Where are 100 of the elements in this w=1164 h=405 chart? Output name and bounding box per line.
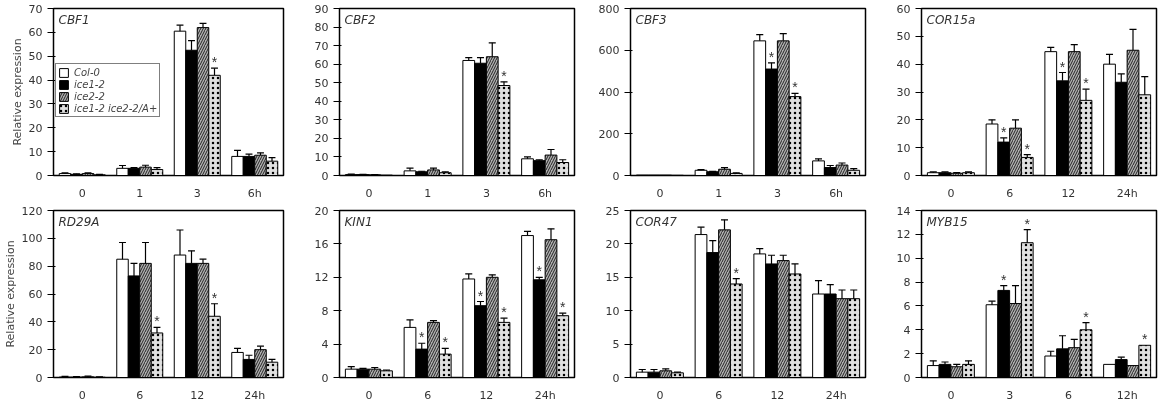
data-label: *	[1001, 123, 1008, 140]
chart-title: COR47	[635, 214, 678, 229]
y-tick-label: 0	[321, 169, 329, 183]
y-tick-label: 400	[598, 86, 620, 99]
y-tick-label: 70	[314, 39, 329, 53]
y-tick-label: 25	[605, 204, 620, 218]
x-tick-label: 1	[715, 186, 723, 200]
y-tick-label: 20	[28, 343, 43, 357]
y-tick-label: 70	[28, 2, 43, 16]
x-tick-label: 0	[78, 388, 86, 402]
y-tick-label: 20	[896, 113, 911, 127]
y-tick-label: 60	[28, 26, 43, 40]
y-tick-label: 40	[314, 95, 329, 109]
y-tick-label: 5	[612, 338, 620, 352]
x-tick-label: 6h	[247, 186, 262, 200]
y-tick-label: 4	[903, 323, 911, 337]
data-label: *	[1083, 75, 1090, 92]
data-label: *	[1059, 58, 1066, 75]
y-tick-label: 0	[903, 169, 911, 183]
y-tick-label: 90	[314, 2, 329, 16]
y-axis-title: Relative expression	[10, 38, 24, 146]
y-tick-label: 40	[28, 315, 43, 329]
y-tick-label: 20	[28, 121, 43, 135]
legend-label: ice1-2 ice2-2/A+	[74, 102, 158, 114]
data-label: *	[211, 289, 218, 306]
y-tick-label: 10	[28, 145, 43, 159]
chart-title: COR15a	[926, 12, 976, 27]
data-label: *	[442, 334, 449, 351]
x-tick-label: 0	[78, 186, 86, 200]
x-tick-label: 6h	[538, 186, 553, 200]
y-tick-label: 0	[321, 371, 329, 385]
y-tick-label: 0	[35, 169, 43, 183]
data-label: *	[1083, 308, 1090, 325]
x-tick-label: 6	[424, 388, 432, 402]
y-tick-label: 60	[896, 2, 911, 16]
y-tick-label: 40	[896, 58, 911, 72]
chart-title: CBF2	[344, 12, 376, 27]
x-tick-label: 6h	[829, 186, 844, 200]
y-tick-label: 16	[314, 237, 329, 251]
x-tick-label: 24h	[534, 388, 556, 402]
x-tick-label: 3	[193, 186, 201, 200]
y-tick-label: 30	[28, 97, 43, 111]
y-tick-label: 50	[314, 76, 329, 90]
x-tick-label: 6	[1064, 388, 1072, 402]
x-tick-label: 6	[136, 388, 144, 402]
x-tick-label: 6	[715, 388, 723, 402]
x-tick-label: 0	[947, 186, 955, 200]
y-tick-label: 50	[896, 30, 911, 44]
x-tick-label: 12	[190, 388, 205, 402]
data-label: *	[477, 287, 484, 304]
x-tick-label: 0	[365, 186, 373, 200]
data-label: *	[501, 67, 508, 84]
x-tick-label: 12	[479, 388, 494, 402]
y-tick-label: 0	[612, 371, 620, 385]
y-tick-label: 100	[21, 232, 43, 246]
x-tick-label: 24h	[825, 388, 847, 402]
y-tick-label: 4	[321, 338, 329, 352]
legend-label: ice2-2	[74, 90, 105, 102]
y-tick-label: 120	[21, 204, 43, 218]
data-label: *	[1001, 271, 1008, 288]
x-tick-label: 0	[656, 388, 664, 402]
chart-title: CBF1	[58, 12, 90, 27]
y-tick-label: 50	[28, 50, 43, 64]
x-tick-label: 24h	[1116, 186, 1138, 200]
y-tick-label: 600	[598, 44, 620, 58]
data-label: *	[536, 263, 543, 280]
x-tick-label: 3	[773, 186, 781, 200]
y-tick-label: 14	[896, 204, 911, 218]
data-label: *	[501, 304, 508, 321]
x-tick-label: 1	[424, 186, 432, 200]
x-tick-label: 0	[365, 388, 373, 402]
y-tick-label: 20	[314, 204, 329, 218]
data-label: *	[560, 299, 567, 316]
y-tick-label: 15	[605, 271, 620, 285]
y-tick-label: 20	[314, 132, 329, 146]
chart-title: RD29A	[58, 214, 100, 229]
chart-title: MYB15	[926, 214, 968, 229]
y-axis-title: Relative expression	[3, 240, 17, 348]
x-tick-label: 1	[136, 186, 144, 200]
y-tick-label: 6	[903, 299, 911, 313]
y-tick-label: 10	[896, 141, 911, 155]
x-tick-label: 0	[947, 388, 955, 402]
y-tick-label: 30	[896, 86, 911, 99]
data-label: *	[733, 264, 740, 281]
y-tick-label: 80	[314, 21, 329, 35]
y-tick-label: 12	[896, 228, 911, 242]
y-tick-label: 10	[896, 252, 911, 266]
data-label: *	[1024, 215, 1031, 232]
x-tick-label: 0	[656, 186, 664, 200]
y-tick-label: 0	[903, 371, 911, 385]
y-tick-label: 800	[598, 2, 620, 16]
data-label: *	[211, 54, 218, 71]
data-label: *	[768, 48, 775, 65]
y-tick-label: 10	[605, 304, 620, 318]
legend-label: Col-0	[74, 66, 100, 78]
data-label: *	[1024, 140, 1031, 157]
y-tick-label: 30	[314, 113, 329, 127]
x-tick-label: 6	[1006, 186, 1014, 200]
y-tick-label: 80	[28, 260, 43, 274]
y-tick-label: 200	[598, 127, 620, 141]
